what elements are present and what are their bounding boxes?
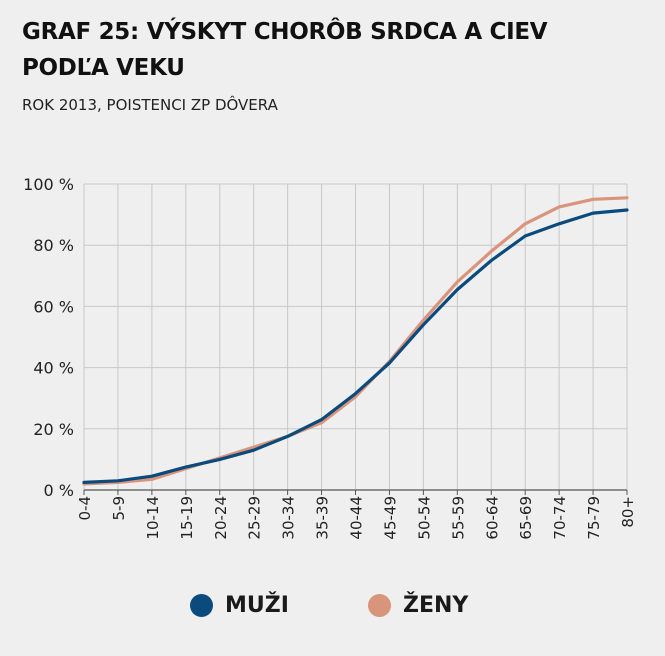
x-tick-label: 10-14 [144, 496, 162, 540]
y-tick-label: 100 % [23, 175, 74, 194]
chart-title: GRAF 25: VÝSKYT CHORÔB SRDCA A CIEV PODĽ… [22, 14, 622, 86]
x-tick-label: 45-49 [381, 496, 399, 540]
x-tick-label: 5-9 [110, 496, 128, 521]
x-tick-label: 70-74 [551, 496, 569, 540]
line-chart: 0 % 20 % 40 % 60 % 80 % 100 % 0-4 5-9 10-14 15-19… [23, 175, 637, 540]
x-tick-label: 25-29 [246, 496, 264, 540]
x-tick-label: 30-34 [280, 496, 298, 540]
chart-subtitle: ROK 2013, POISTENCI ZP DÔVERA [22, 96, 278, 114]
x-tick-label: 20-24 [212, 496, 230, 540]
legend-dot-muzi [190, 594, 213, 617]
x-tick-label: 80+ [619, 496, 637, 528]
x-tick-label: 75-79 [585, 496, 603, 540]
series-line-zeny [82, 196, 629, 486]
series-line-muzi [82, 208, 629, 484]
legend-item-zeny: ŽENY [368, 593, 468, 618]
y-tick-label: 0 % [44, 481, 74, 500]
x-tick-label: 65-69 [517, 496, 535, 540]
x-tick-label: 55-59 [449, 496, 467, 540]
legend: MUŽI ŽENY [0, 593, 665, 633]
legend-label-muzi: MUŽI [225, 593, 289, 618]
legend-item-muzi: MUŽI [190, 593, 289, 618]
y-tick-label: 20 % [33, 420, 74, 439]
y-tick-label: 60 % [33, 297, 74, 316]
chart-title-line1: GRAF 25: VÝSKYT CHORÔB SRDCA A CIEV [22, 19, 548, 45]
y-tick-label: 80 % [33, 236, 74, 255]
legend-label-zeny: ŽENY [403, 593, 469, 618]
y-tick-label: 40 % [33, 359, 74, 378]
x-tick-label: 35-39 [314, 496, 332, 540]
x-tick-label: 50-54 [415, 496, 433, 540]
chart-title-line2: PODĽA VEKU [22, 55, 185, 81]
x-tick-label: 60-64 [483, 496, 501, 540]
legend-dot-zeny [368, 594, 391, 617]
x-tick-label: 40-44 [348, 496, 366, 540]
x-tick-label: 15-19 [178, 496, 196, 540]
x-tick-label: 0-4 [76, 496, 94, 521]
